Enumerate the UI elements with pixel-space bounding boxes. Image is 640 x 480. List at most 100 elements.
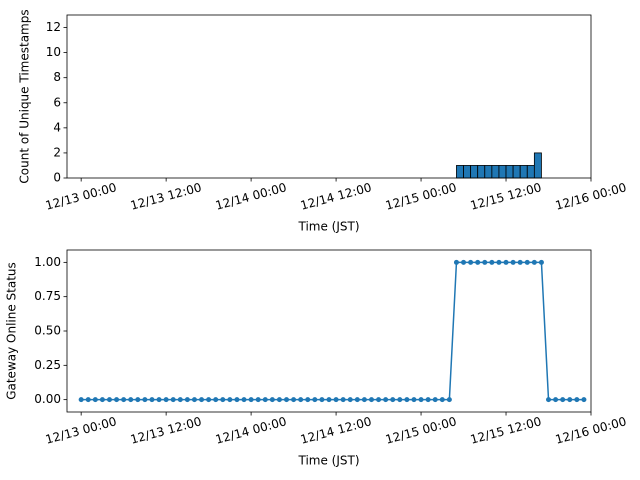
x-tick-label: 12/16 00:00 xyxy=(554,414,628,446)
marker xyxy=(432,397,438,403)
marker xyxy=(170,397,176,403)
marker xyxy=(220,397,226,403)
marker xyxy=(114,397,120,403)
axes-frame xyxy=(66,14,592,179)
marker xyxy=(340,397,346,403)
y-tick-label: 0.00 xyxy=(34,392,61,406)
y-tick-label: 0.25 xyxy=(34,358,61,372)
marker xyxy=(262,397,268,403)
marker xyxy=(517,259,523,265)
marker xyxy=(326,397,332,403)
marker xyxy=(163,397,169,403)
x-tick-label: 12/14 12:00 xyxy=(299,180,373,212)
marker xyxy=(177,397,183,403)
marker xyxy=(191,397,197,403)
marker xyxy=(199,397,205,403)
x-tick-label: 12/13 12:00 xyxy=(129,180,203,212)
marker xyxy=(397,397,403,403)
axes-frame xyxy=(66,249,592,413)
marker xyxy=(453,259,459,265)
y-axis-label: Gateway Online Status xyxy=(5,262,19,400)
x-tick-label: 12/13 00:00 xyxy=(44,180,118,212)
y-tick-label: 2 xyxy=(53,145,61,159)
marker xyxy=(411,397,417,403)
bar xyxy=(533,152,542,179)
marker xyxy=(206,397,212,403)
marker xyxy=(553,397,559,403)
marker xyxy=(305,397,311,403)
marker xyxy=(538,259,544,265)
marker xyxy=(85,397,91,403)
bar xyxy=(484,165,493,179)
marker xyxy=(574,397,580,403)
marker xyxy=(503,259,509,265)
marker xyxy=(546,397,552,403)
y-tick-label: 4 xyxy=(53,120,61,134)
line xyxy=(81,261,584,401)
x-tick-label: 12/13 12:00 xyxy=(129,414,203,446)
marker xyxy=(404,397,410,403)
y-tick-label: 0.50 xyxy=(34,324,61,338)
marker xyxy=(524,259,530,265)
y-tick-label: 6 xyxy=(53,95,61,109)
marker xyxy=(439,397,445,403)
marker xyxy=(291,397,297,403)
x-tick-label: 12/14 12:00 xyxy=(299,414,373,446)
y-axis-label: Count of Unique Timestamps xyxy=(18,9,32,183)
marker xyxy=(319,397,325,403)
y-tick-label: 12 xyxy=(46,20,61,34)
marker xyxy=(531,259,537,265)
marker xyxy=(156,397,162,403)
marker xyxy=(383,397,389,403)
y-tick-label: 10 xyxy=(46,45,61,59)
marker xyxy=(269,397,275,403)
y-tick-label: 0.75 xyxy=(34,289,61,303)
x-tick-label: 12/13 00:00 xyxy=(44,414,118,446)
marker xyxy=(284,397,290,403)
marker xyxy=(78,397,84,403)
x-tick-label: 12/15 00:00 xyxy=(384,414,458,446)
marker xyxy=(510,259,516,265)
marker xyxy=(581,397,587,403)
marker xyxy=(92,397,98,403)
marker xyxy=(135,397,141,403)
marker xyxy=(227,397,233,403)
y-tick-label: 8 xyxy=(53,70,61,84)
marker xyxy=(149,397,155,403)
marker xyxy=(347,397,353,403)
x-tick-label: 12/15 00:00 xyxy=(384,180,458,212)
x-tick-label: 12/14 00:00 xyxy=(214,414,288,446)
x-axis-label: Time (JST) xyxy=(297,454,359,468)
marker xyxy=(99,397,105,403)
bar xyxy=(491,165,500,179)
marker xyxy=(446,397,452,403)
marker xyxy=(567,397,573,403)
bar xyxy=(456,165,464,179)
marker xyxy=(142,397,148,403)
marker xyxy=(255,397,261,403)
marker xyxy=(489,259,495,265)
marker xyxy=(184,397,190,403)
marker xyxy=(248,397,254,403)
marker xyxy=(298,397,304,403)
marker xyxy=(418,397,424,403)
marker xyxy=(468,259,474,265)
marker xyxy=(234,397,240,403)
marker xyxy=(354,397,360,403)
marker xyxy=(390,397,396,403)
bar xyxy=(477,165,486,179)
y-tick-label: 1.00 xyxy=(34,255,61,269)
marker xyxy=(368,397,374,403)
x-tick-label: 12/16 00:00 xyxy=(554,180,628,212)
marker xyxy=(241,397,247,403)
marker xyxy=(376,397,382,403)
marker xyxy=(496,259,502,265)
y-tick-label: 0 xyxy=(53,171,61,185)
bar xyxy=(519,165,528,179)
x-axis-label: Time (JST) xyxy=(297,220,359,234)
bar xyxy=(526,165,535,179)
marker xyxy=(276,397,282,403)
marker xyxy=(361,397,367,403)
marker xyxy=(482,259,488,265)
